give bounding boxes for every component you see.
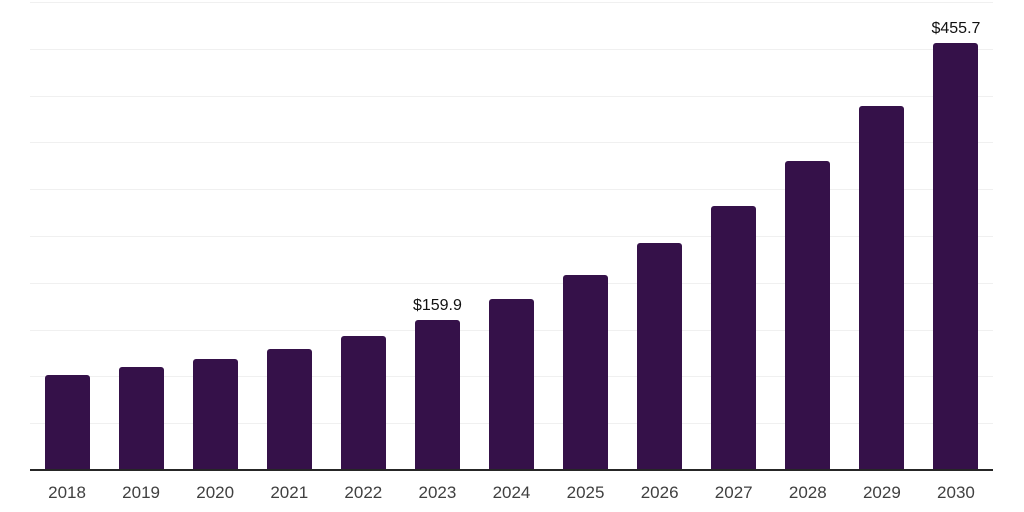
- x-axis-tick-label-2018: 2018: [48, 483, 86, 502]
- bar-2021: [266, 349, 312, 470]
- bar-2025: [563, 275, 609, 470]
- x-axis-tick-label-2020: 2020: [196, 483, 235, 502]
- gridline: [30, 189, 993, 191]
- bar-2019: [118, 366, 164, 470]
- bar-2030: [933, 43, 979, 470]
- bar-2022: [340, 335, 386, 470]
- x-axis-line: [30, 469, 993, 471]
- x-axis-tick-label-2022: 2022: [344, 483, 383, 502]
- gridline: [30, 142, 993, 144]
- bar-value-label-2030: $455.7: [931, 20, 981, 38]
- x-axis-tick-label-2027: 2027: [714, 483, 753, 502]
- bar-2028: [785, 160, 831, 470]
- bar-value-label-2023: $159.9: [412, 297, 462, 315]
- x-axis-tick-label-2023: 2023: [418, 483, 457, 502]
- x-axis-tick-label-2019: 2019: [122, 483, 160, 502]
- gridline: [30, 2, 993, 3]
- bar-2023: [414, 320, 460, 470]
- bar-2024: [489, 299, 534, 470]
- x-axis-tick-label-2026: 2026: [640, 483, 679, 502]
- bar-2027: [711, 205, 757, 470]
- x-axis-tick-label-2029: 2029: [862, 483, 901, 502]
- x-axis-tick-label-2021: 2021: [270, 483, 309, 502]
- gridline: [30, 282, 993, 284]
- bar-2026: [637, 243, 683, 470]
- bar-2020: [192, 359, 238, 470]
- gridline: [30, 95, 993, 97]
- bar-2018: [44, 375, 90, 470]
- plot-area: $159.9 $455.7: [30, 2, 993, 470]
- x-axis-tick-label-2030: 2030: [937, 483, 975, 502]
- gridline: [30, 236, 993, 237]
- gridline: [30, 48, 993, 50]
- x-axis-tick-label-2024: 2024: [492, 483, 531, 502]
- x-axis-tick-labels: 2018 2019 2020 2021 2022 2023 2024 2025 2026 2027…: [30, 483, 993, 505]
- x-axis-tick-label-2028: 2028: [788, 483, 827, 502]
- bar-2029: [859, 106, 905, 470]
- x-axis-tick-label-2025: 2025: [566, 483, 605, 502]
